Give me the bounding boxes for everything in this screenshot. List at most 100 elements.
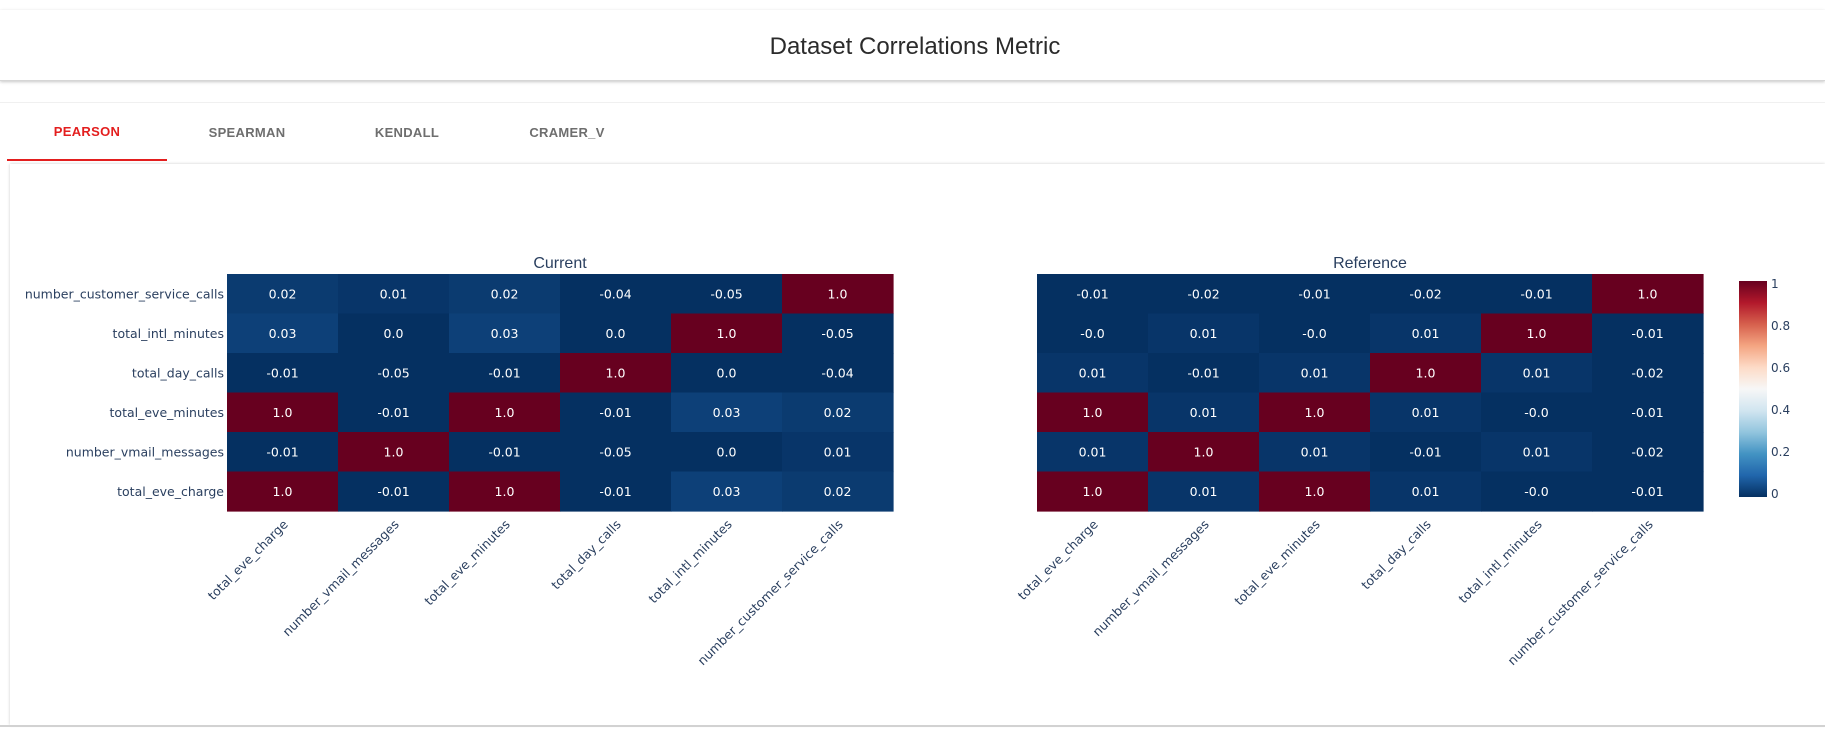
tab-cramer-v[interactable]: CRAMER_V xyxy=(529,124,605,140)
y-tick-label: number_customer_service_calls xyxy=(25,286,224,301)
heatmap-cell xyxy=(227,274,339,315)
heatmap-cell xyxy=(782,432,894,473)
heatmap-title: Reference xyxy=(1333,255,1407,272)
page-title: Dataset Correlations Metric xyxy=(769,33,1061,60)
x-tick-label: total_day_calls xyxy=(1358,517,1434,593)
heatmap-cell xyxy=(1037,471,1149,512)
heatmap-cell xyxy=(338,392,450,433)
heatmap-cell xyxy=(1481,274,1593,315)
cell-value-label: 1.0 xyxy=(273,405,293,420)
heatmap-cell xyxy=(782,313,894,354)
heatmap-cell xyxy=(1037,353,1149,394)
cell-value-label: -0.02 xyxy=(1631,365,1663,380)
colorbar-tick-label: 1 xyxy=(1771,277,1779,291)
tab-pearson[interactable]: PEARSON xyxy=(7,103,167,161)
cell-value-label: 0.02 xyxy=(824,405,852,420)
cell-value-label: -0.01 xyxy=(1631,405,1663,420)
cell-value-label: -0.0 xyxy=(1080,326,1104,341)
heatmap-cell xyxy=(1259,353,1371,394)
cell-value-label: 0.03 xyxy=(269,326,297,341)
cell-value-label: 0.01 xyxy=(380,286,408,301)
heatmap-cell xyxy=(1037,392,1149,433)
cell-value-label: -0.0 xyxy=(1302,326,1326,341)
heatmap-cell xyxy=(671,392,783,433)
cell-value-label: 0.01 xyxy=(1079,365,1107,380)
cell-value-label: 1.0 xyxy=(1416,365,1436,380)
cell-value-label: 1.0 xyxy=(1305,405,1325,420)
cell-value-label: -0.01 xyxy=(266,365,298,380)
cell-value-label: -0.01 xyxy=(599,484,631,499)
heatmap-title: Current xyxy=(533,255,587,272)
cell-value-label: 0.01 xyxy=(1190,405,1218,420)
cell-value-label: 0.0 xyxy=(717,444,737,459)
tab-spearman[interactable]: SPEARMAN xyxy=(208,124,286,140)
cell-value-label: -0.02 xyxy=(1187,286,1219,301)
cell-value-label: -0.0 xyxy=(1524,405,1548,420)
divider xyxy=(0,725,1825,727)
cell-value-label: 1.0 xyxy=(606,365,626,380)
heatmap-cell xyxy=(1259,392,1371,433)
x-tick-label: total_eve_minutes xyxy=(1231,517,1323,609)
heatmap-cell xyxy=(1259,313,1371,354)
cell-value-label: 0.0 xyxy=(384,326,404,341)
x-tick-label: total_eve_charge xyxy=(1015,516,1101,602)
heatmap-cell xyxy=(671,313,783,354)
cell-value-label: -0.01 xyxy=(1520,286,1552,301)
cell-value-label: 0.01 xyxy=(824,444,852,459)
cell-value-label: -0.01 xyxy=(377,405,409,420)
x-tick-label: total_intl_minutes xyxy=(645,517,734,606)
heatmap-cell xyxy=(671,353,783,394)
cell-value-label: 1.0 xyxy=(1527,326,1547,341)
heatmap-cell xyxy=(671,471,783,512)
heatmap-cell xyxy=(1592,392,1704,433)
heatmap-cell xyxy=(1148,392,1260,433)
heatmap-cell xyxy=(227,471,339,512)
heatmap-cell xyxy=(338,353,450,394)
header-card: Dataset Correlations Metric xyxy=(0,10,1825,81)
heatmap-cell xyxy=(782,392,894,433)
y-tick-label: total_eve_minutes xyxy=(110,405,224,420)
cell-value-label: 0.01 xyxy=(1190,484,1218,499)
heatmap-cell xyxy=(782,471,894,512)
cell-value-label: 0.01 xyxy=(1412,484,1440,499)
heatmap-cell xyxy=(1148,432,1260,473)
cell-value-label: 1.0 xyxy=(273,484,293,499)
cell-value-label: 0.02 xyxy=(269,286,297,301)
cell-value-label: -0.02 xyxy=(1409,286,1441,301)
tab-kendall[interactable]: KENDALL xyxy=(374,124,440,140)
cell-value-label: -0.01 xyxy=(1076,286,1108,301)
heatmap-cell xyxy=(1148,353,1260,394)
cell-value-label: -0.01 xyxy=(488,444,520,459)
heatmap-cell xyxy=(1370,353,1482,394)
heatmap-cell xyxy=(1370,392,1482,433)
cell-value-label: -0.04 xyxy=(821,365,853,380)
heatmap-cell xyxy=(338,432,450,473)
heatmap-cell xyxy=(227,353,339,394)
cell-value-label: -0.01 xyxy=(1631,326,1663,341)
heatmap-cell xyxy=(1481,353,1593,394)
colorbar-tick-label: 0.2 xyxy=(1771,445,1790,459)
cell-value-label: 0.01 xyxy=(1412,405,1440,420)
heatmap-cell xyxy=(782,274,894,315)
cell-value-label: -0.0 xyxy=(1524,484,1548,499)
cell-value-label: 0.02 xyxy=(824,484,852,499)
x-tick-label: total_intl_minutes xyxy=(1455,517,1544,606)
heatmap-cell xyxy=(338,471,450,512)
cell-value-label: 0.01 xyxy=(1079,444,1107,459)
heatmap-cell xyxy=(1370,432,1482,473)
heatmap-cell xyxy=(1259,274,1371,315)
heatmap-cell xyxy=(560,274,672,315)
heatmap-cell xyxy=(449,432,561,473)
cell-value-label: 0.01 xyxy=(1190,326,1218,341)
cell-value-label: 1.0 xyxy=(1194,444,1214,459)
heatmap-cell xyxy=(227,313,339,354)
colorbar xyxy=(1739,281,1767,497)
heatmap-cell xyxy=(449,471,561,512)
heatmap-cell xyxy=(1592,274,1704,315)
cell-value-label: 0.01 xyxy=(1523,365,1551,380)
cell-value-label: -0.01 xyxy=(599,405,631,420)
cell-value-label: 1.0 xyxy=(1305,484,1325,499)
chart-panel: Current 0.02 0.01 0.02 -0.04 -0.05 1.0 0.03 0.0 0… xyxy=(10,164,1825,725)
heatmap-cell xyxy=(671,274,783,315)
